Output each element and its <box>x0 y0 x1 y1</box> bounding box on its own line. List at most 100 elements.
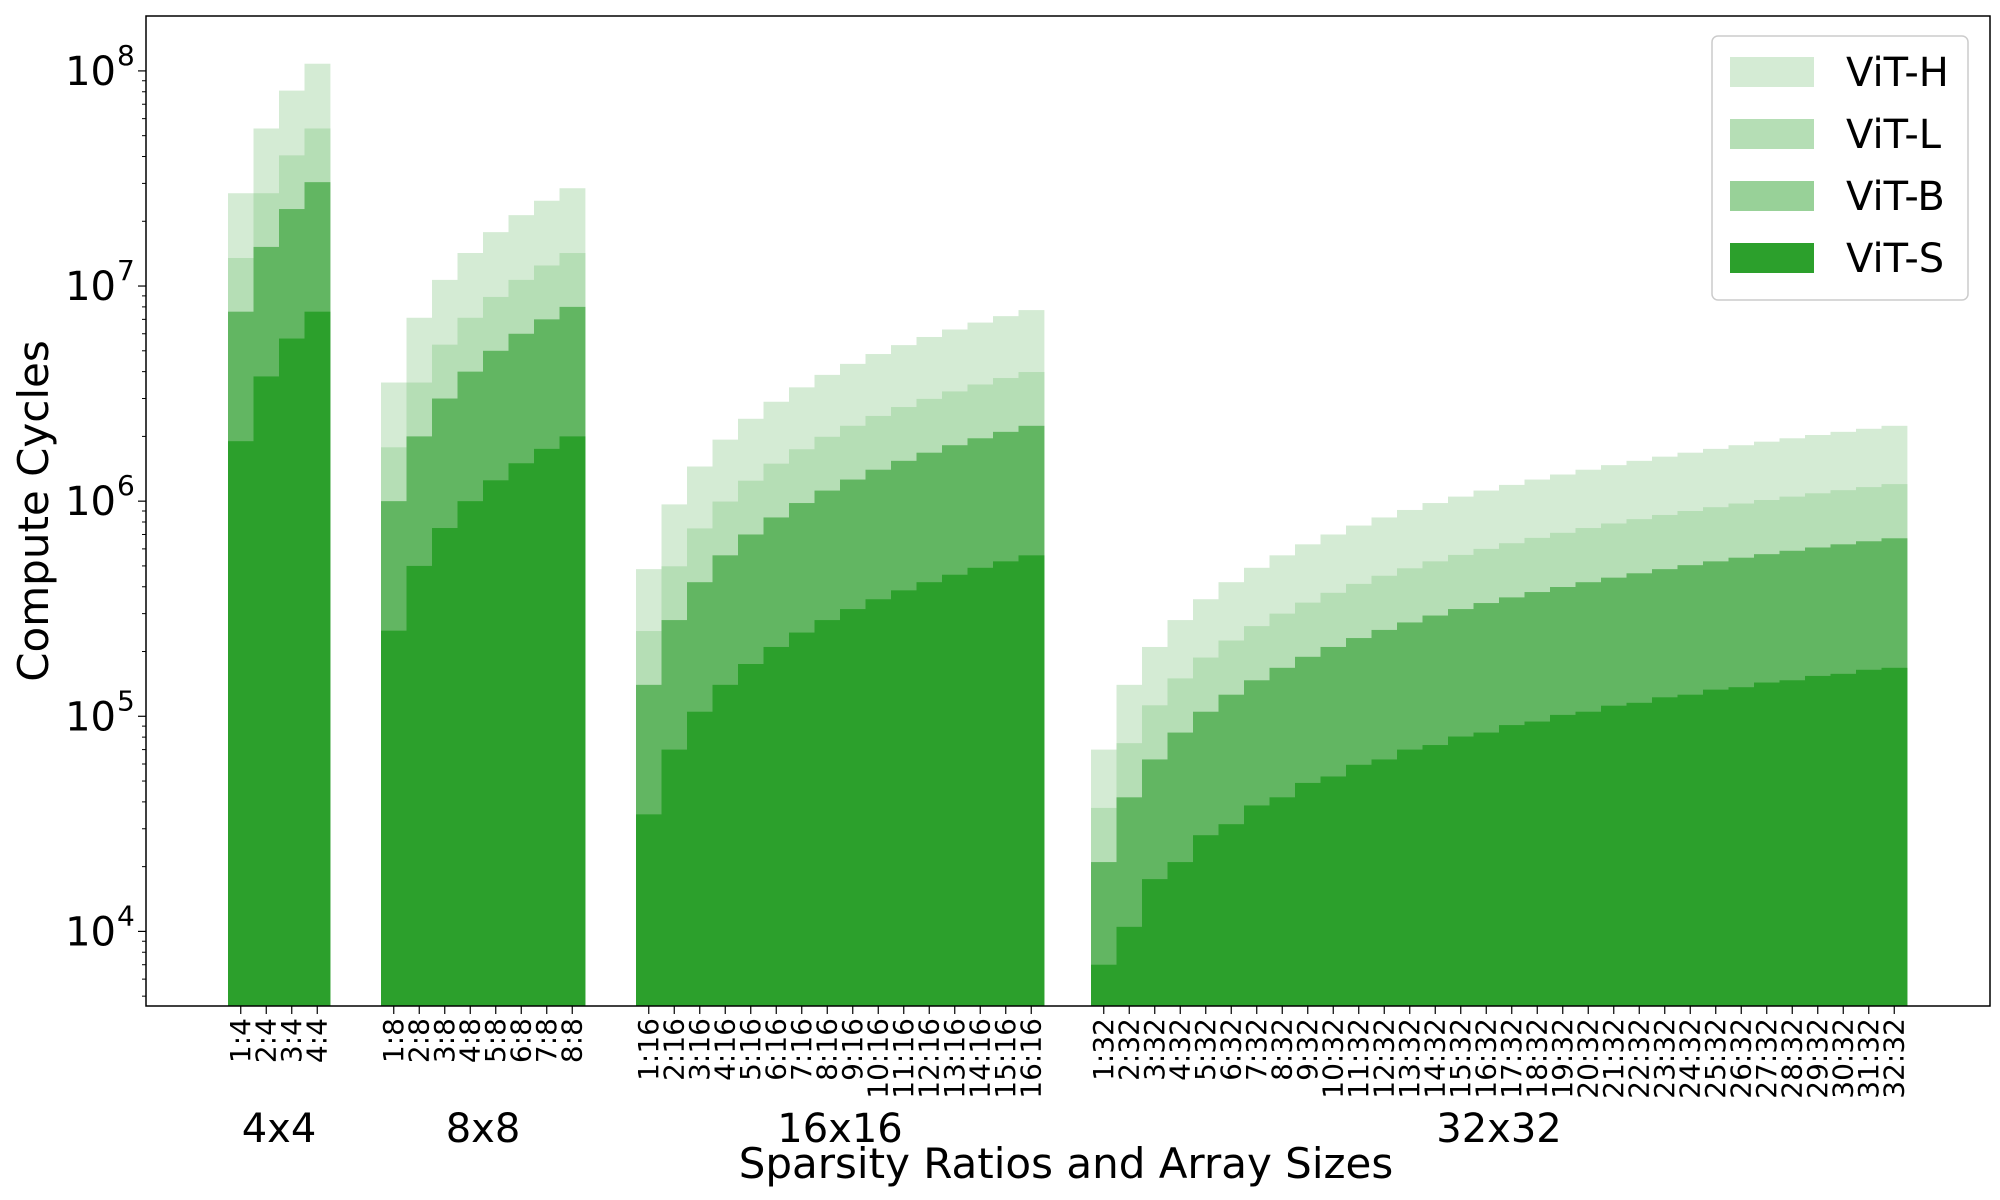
bar-vit-s-32x32-6-32 <box>1218 824 1245 1006</box>
x-tick-label: 10:32 <box>1316 1018 1349 1099</box>
x-tick-label: 5:32 <box>1189 1018 1222 1081</box>
x-tick-label: 15:32 <box>1444 1018 1477 1099</box>
y-tick-label: 10 <box>65 909 116 955</box>
x-tick-label: 2:16 <box>657 1018 690 1081</box>
group-label: 8x8 <box>446 1106 521 1152</box>
x-tick-label: 1:4 <box>224 1018 257 1063</box>
x-tick-label: 21:32 <box>1597 1018 1630 1099</box>
bar-vit-s-32x32-22-32 <box>1626 702 1653 1006</box>
x-tick-label: 20:32 <box>1571 1018 1604 1099</box>
bar-vit-s-32x32-4-32 <box>1167 862 1194 1006</box>
legend-label: ViT-B <box>1846 174 1945 220</box>
x-tick-label: 7:8 <box>530 1018 563 1063</box>
y-tick-exponent: 5 <box>117 684 135 717</box>
x-tick-label: 10:16 <box>861 1018 894 1099</box>
x-tick-label: 16:32 <box>1469 1018 1502 1099</box>
x-tick-label: 8:16 <box>810 1018 843 1081</box>
x-tick-label: 11:16 <box>887 1018 920 1099</box>
bar-vit-s-32x32-27-32 <box>1754 682 1780 1006</box>
group-label: 16x16 <box>777 1106 902 1152</box>
x-tick-label: 30:32 <box>1826 1018 1859 1099</box>
x-tick-label: 4:16 <box>708 1018 741 1081</box>
bar-vit-s-16x16-1-16 <box>636 814 662 1006</box>
x-tick-label: 9:16 <box>836 1018 869 1081</box>
bar-vit-s-32x32-5-32 <box>1193 835 1219 1006</box>
legend-box <box>1711 35 1969 301</box>
legend-swatch-vit-b <box>1730 181 1814 211</box>
bar-vit-s-32x32-30-32 <box>1830 673 1857 1006</box>
bar-vit-s-16x16-4-16 <box>712 684 739 1006</box>
x-tick-label: 13:16 <box>938 1018 971 1099</box>
y-tick-exponent: 6 <box>117 469 135 502</box>
x-tick-label: 6:16 <box>759 1018 792 1081</box>
bar-vit-s-8x8-3-8 <box>432 528 458 1006</box>
bar-vit-s-4x4-2-4 <box>253 376 280 1006</box>
x-tick-label: 7:16 <box>785 1018 818 1081</box>
bar-vit-s-32x32-25-32 <box>1703 689 1729 1006</box>
bar-vit-s-32x32-12-32 <box>1371 759 1398 1006</box>
bar-vit-s-16x16-15-16 <box>993 561 1019 1006</box>
legend-label: ViT-L <box>1846 112 1942 158</box>
bar-vit-s-32x32-15-32 <box>1448 736 1474 1006</box>
bar-vit-s-16x16-2-16 <box>661 749 688 1006</box>
bar-vit-s-32x32-3-32 <box>1142 879 1168 1006</box>
bar-vit-s-16x16-12-16 <box>916 582 943 1006</box>
x-tick-label: 1:32 <box>1087 1018 1120 1081</box>
x-axis-label: Sparsity Ratios and Array Sizes <box>739 1139 1394 1188</box>
x-tick-label: 12:16 <box>912 1018 945 1099</box>
x-tick-label: 22:32 <box>1622 1018 1655 1099</box>
x-tick-label: 14:16 <box>963 1018 996 1099</box>
x-tick-label: 14:32 <box>1418 1018 1451 1099</box>
x-tick-label: 5:16 <box>734 1018 767 1081</box>
legend-swatch-vit-h <box>1730 57 1814 87</box>
bar-vit-s-16x16-14-16 <box>967 567 994 1006</box>
x-tick-label: 31:32 <box>1852 1018 1885 1099</box>
x-tick-label: 2:32 <box>1112 1018 1145 1081</box>
x-tick-label: 17:32 <box>1495 1018 1528 1099</box>
bar-vit-s-16x16-3-16 <box>687 711 713 1006</box>
bar-vit-s-32x32-7-32 <box>1244 805 1270 1006</box>
bar-vit-s-16x16-10-16 <box>865 599 892 1006</box>
bar-vit-s-32x32-2-32 <box>1116 926 1143 1006</box>
y-axis-label: Compute Cycles <box>9 340 58 682</box>
bar-vit-s-16x16-13-16 <box>942 574 968 1006</box>
x-tick-label: 1:8 <box>377 1018 410 1063</box>
x-tick-label: 9:32 <box>1291 1018 1324 1081</box>
y-tick-label: 10 <box>65 264 116 310</box>
x-tick-label: 3:4 <box>275 1018 308 1063</box>
y-tick-exponent: 7 <box>117 254 135 287</box>
bar-vit-s-32x32-20-32 <box>1575 711 1602 1006</box>
bar-vit-s-32x32-10-32 <box>1320 776 1347 1006</box>
bar-vit-s-4x4-3-4 <box>279 338 305 1006</box>
bar-vit-s-16x16-8-16 <box>814 620 841 1006</box>
x-tick-label: 8:8 <box>555 1018 588 1063</box>
bar-vit-s-32x32-8-32 <box>1269 797 1296 1006</box>
x-tick-label: 12:32 <box>1367 1018 1400 1099</box>
x-tick-label: 27:32 <box>1750 1018 1783 1099</box>
bar-vit-s-8x8-4-8 <box>457 501 484 1006</box>
group-label: 4x4 <box>242 1106 317 1152</box>
x-tick-label: 3:8 <box>428 1018 461 1063</box>
legend: ViT-H ViT-L ViT-B ViT-S <box>1711 35 1969 301</box>
bar-vit-s-8x8-5-8 <box>483 480 509 1006</box>
x-tick-label: 7:32 <box>1240 1018 1273 1081</box>
x-tick-label: 18:32 <box>1520 1018 1553 1099</box>
bar-vit-s-8x8-8-8 <box>559 436 586 1006</box>
legend-label: ViT-S <box>1846 236 1944 282</box>
bar-vit-s-32x32-23-32 <box>1652 697 1678 1006</box>
bar-vit-s-32x32-21-32 <box>1601 705 1627 1006</box>
x-tick-label: 26:32 <box>1724 1018 1757 1099</box>
x-tick-label: 3:32 <box>1138 1018 1171 1081</box>
x-tick-label: 32:32 <box>1877 1018 1910 1099</box>
bar-vit-s-32x32-26-32 <box>1728 687 1755 1006</box>
bar-vit-s-32x32-17-32 <box>1499 725 1525 1006</box>
bar-vit-s-16x16-9-16 <box>840 609 866 1006</box>
x-tick-label: 25:32 <box>1699 1018 1732 1099</box>
bar-vit-s-32x32-1-32 <box>1091 964 1117 1006</box>
x-tick-label: 8:32 <box>1265 1018 1298 1081</box>
y-tick-exponent: 8 <box>117 39 135 72</box>
x-tick-label: 4:32 <box>1163 1018 1196 1081</box>
bar-vit-s-32x32-29-32 <box>1805 675 1831 1006</box>
